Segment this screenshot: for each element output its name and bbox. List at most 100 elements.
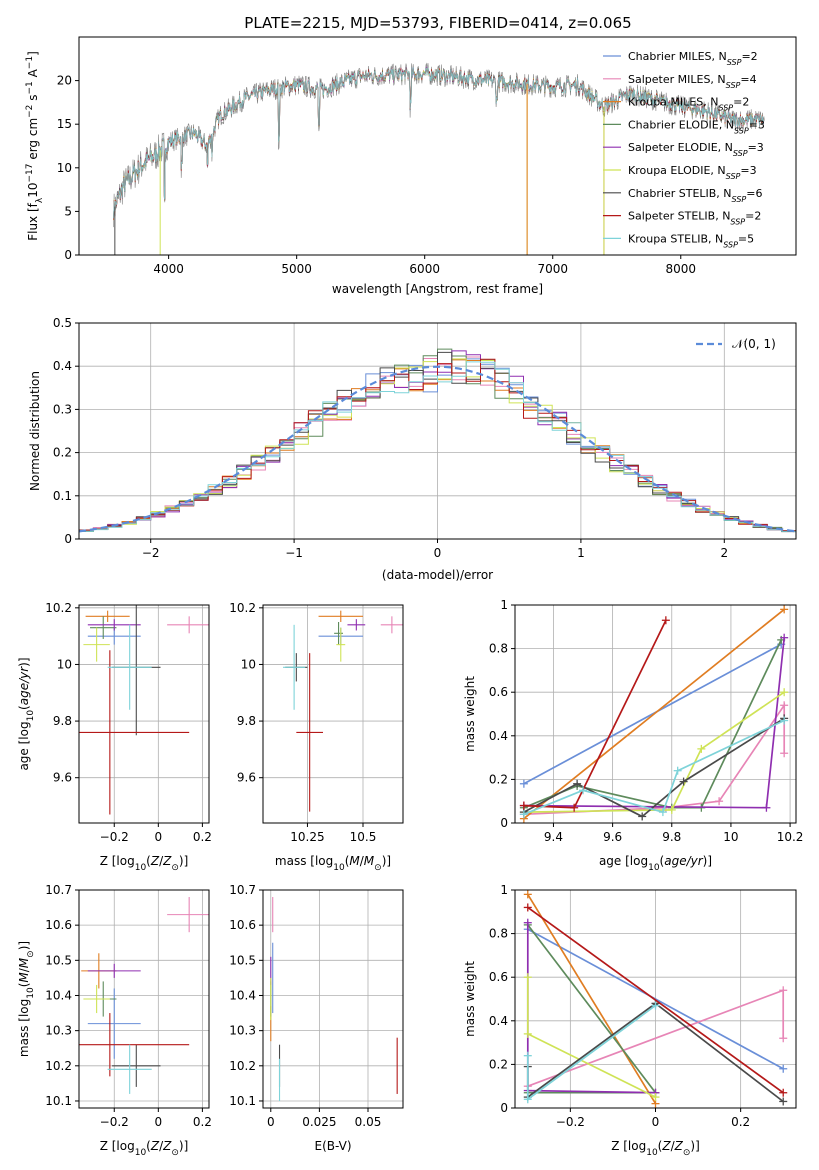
y-tick-label: 5	[64, 204, 72, 218]
spectrum-legend: Chabrier MILES, NSSP=2 Salpeter MILES, NS…	[603, 50, 765, 249]
y-axis-label: mass weight	[463, 961, 477, 1037]
plot-area	[113, 62, 765, 255]
weight-marker-salpeter-miles	[715, 797, 724, 806]
mass-vs-ebv-panel: 0 0.025 0.05 10.1 10.2 10.3 10.4 10.5 10.6 10.7 E(…	[229, 883, 404, 1153]
weight-marker-chabrier-miles	[779, 1064, 788, 1073]
x-tick-label: 9.8	[662, 830, 681, 844]
y-tick-label: 0.4	[489, 1014, 508, 1028]
weight-marker-kroupa-stelib	[651, 1001, 660, 1010]
y-tick-label: 9.8	[53, 714, 72, 728]
x-tick-label: 7000	[537, 262, 568, 276]
y-tick-label: 1	[500, 883, 508, 897]
y-tick-label: 10.5	[45, 953, 72, 967]
x-tick-label: 0	[267, 1115, 275, 1129]
weight-marker-salpeter-stelib	[779, 1088, 788, 1097]
weight-marker-salpeter-elodie	[762, 803, 771, 812]
x-tick-label: 0.025	[302, 1115, 336, 1129]
y-tick-label: 0.6	[489, 970, 508, 984]
axes-frame	[262, 604, 404, 824]
weight-marker-salpeter-miles	[780, 749, 789, 758]
y-tick-label: 10.6	[45, 918, 72, 932]
weight-marker-kroupa-miles	[523, 890, 532, 899]
weight-line-kroupa-elodie	[523, 691, 785, 813]
y-tick-label: 0.2	[489, 772, 508, 786]
age-vs-mass-panel: 10.25 10.5 9.6 9.8 10 10.2 mass [log10(M/M⊙)]	[229, 601, 404, 873]
axes-frame	[78, 36, 797, 256]
weight-marker-kroupa-elodie	[523, 1029, 532, 1038]
weight-marker-kroupa-stelib	[579, 786, 588, 795]
x-tick-label: 0.2	[193, 830, 212, 844]
x-axis-label: mass [log10(M/M⊙)]	[275, 854, 391, 873]
x-tick-label: −1	[285, 546, 303, 560]
weight-line-salpeter-stelib	[527, 906, 784, 1094]
y-tick-label: 10.7	[45, 883, 72, 897]
plot-area	[79, 348, 796, 533]
weight-marker-kroupa-stelib	[658, 808, 667, 817]
x-tick-label: 0.2	[193, 1115, 212, 1129]
y-tick-label: 0.4	[53, 359, 72, 373]
axes-frame	[78, 604, 210, 824]
y-tick-label: 15	[57, 117, 72, 131]
plot-area	[523, 890, 788, 1108]
legend-label: Chabrier MILES, NSSP=2	[628, 50, 758, 67]
y-tick-label: 10	[241, 657, 256, 671]
y-tick-label: 0.1	[53, 489, 72, 503]
x-tick-label: 0.2	[731, 1115, 750, 1129]
weight-marker-salpeter-stelib	[519, 801, 528, 810]
y-tick-label: 10.6	[229, 918, 256, 932]
weight-marker-kroupa-stelib	[523, 1051, 532, 1060]
weight-marker-salpeter-stelib	[661, 616, 670, 625]
x-tick-label: 1	[577, 546, 585, 560]
y-axis-label: Flux [fλ10−17 erg cm−2 s−1 A−1]	[25, 51, 45, 241]
weight-marker-chabrier-stelib	[638, 812, 647, 821]
weight-marker-kroupa-elodie	[697, 744, 706, 753]
plot-area	[519, 605, 789, 823]
weight-vs-age-panel: 9.4 9.6 9.8 10 10.2 0 0.2 0.4 0.6 0.8 1 age [log10(…	[463, 598, 803, 873]
y-axis-label: Normed distribution	[28, 371, 42, 491]
plot-area	[79, 605, 209, 815]
weight-marker-salpeter-stelib	[570, 803, 579, 812]
weight-marker-chabrier-stelib	[573, 779, 582, 788]
weight-line-kroupa-stelib	[523, 719, 785, 816]
y-axis-label: mass [log10(M/M⊙)]	[17, 941, 36, 1057]
weight-line-kroupa-miles	[523, 608, 785, 820]
weight-marker-kroupa-miles	[780, 605, 789, 614]
y-tick-label: 1	[500, 598, 508, 612]
x-tick-label: 2	[720, 546, 728, 560]
y-tick-label: 10	[57, 657, 72, 671]
x-tick-label: 10	[723, 830, 738, 844]
x-tick-label: −0.2	[100, 830, 129, 844]
axes-frame	[514, 604, 797, 824]
y-tick-label: 9.6	[53, 771, 72, 785]
x-tick-label: 0	[155, 830, 163, 844]
weight-marker-chabrier-miles	[519, 779, 528, 788]
weight-marker-kroupa-elodie	[780, 688, 789, 697]
y-tick-label: 10	[57, 161, 72, 175]
weight-marker-kroupa-elodie	[667, 805, 676, 814]
y-tick-label: 0.4	[489, 729, 508, 743]
legend-label: Kroupa MILES, NSSP=2	[628, 96, 749, 113]
weight-marker-salpeter-elodie	[780, 633, 789, 642]
weight-marker-kroupa-stelib	[780, 716, 789, 725]
y-tick-label: 10.1	[45, 1094, 72, 1108]
y-tick-label: 0	[64, 532, 72, 546]
y-tick-label: 10.2	[229, 601, 256, 615]
y-tick-label: 0.8	[489, 927, 508, 941]
x-tick-label: 0	[434, 546, 442, 560]
x-tick-label: 10.2	[777, 830, 804, 844]
mass-vs-metallicity-panel: −0.2 0 0.2 10.1 10.2 10.3 10.4 10.5 10.6 10.7 Z [l…	[17, 883, 212, 1158]
weight-marker-chabrier-stelib	[679, 777, 688, 786]
y-tick-label: 10.3	[45, 1024, 72, 1038]
legend-label: Kroupa STELIB, NSSP=5	[628, 232, 754, 249]
legend-label: Chabrier STELIB, NSSP=6	[628, 187, 762, 204]
weight-marker-salpeter-stelib	[523, 903, 532, 912]
x-tick-label: −0.2	[556, 1115, 585, 1129]
y-tick-label: 0.5	[53, 316, 72, 330]
y-tick-label: 10.5	[229, 953, 256, 967]
x-tick-label: −2	[142, 546, 160, 560]
axes-frame	[262, 889, 404, 1109]
plot-area	[270, 897, 398, 1101]
x-tick-label: 0.05	[355, 1115, 382, 1129]
x-axis-label: Z [log10(Z/Z⊙)]	[100, 1139, 189, 1158]
